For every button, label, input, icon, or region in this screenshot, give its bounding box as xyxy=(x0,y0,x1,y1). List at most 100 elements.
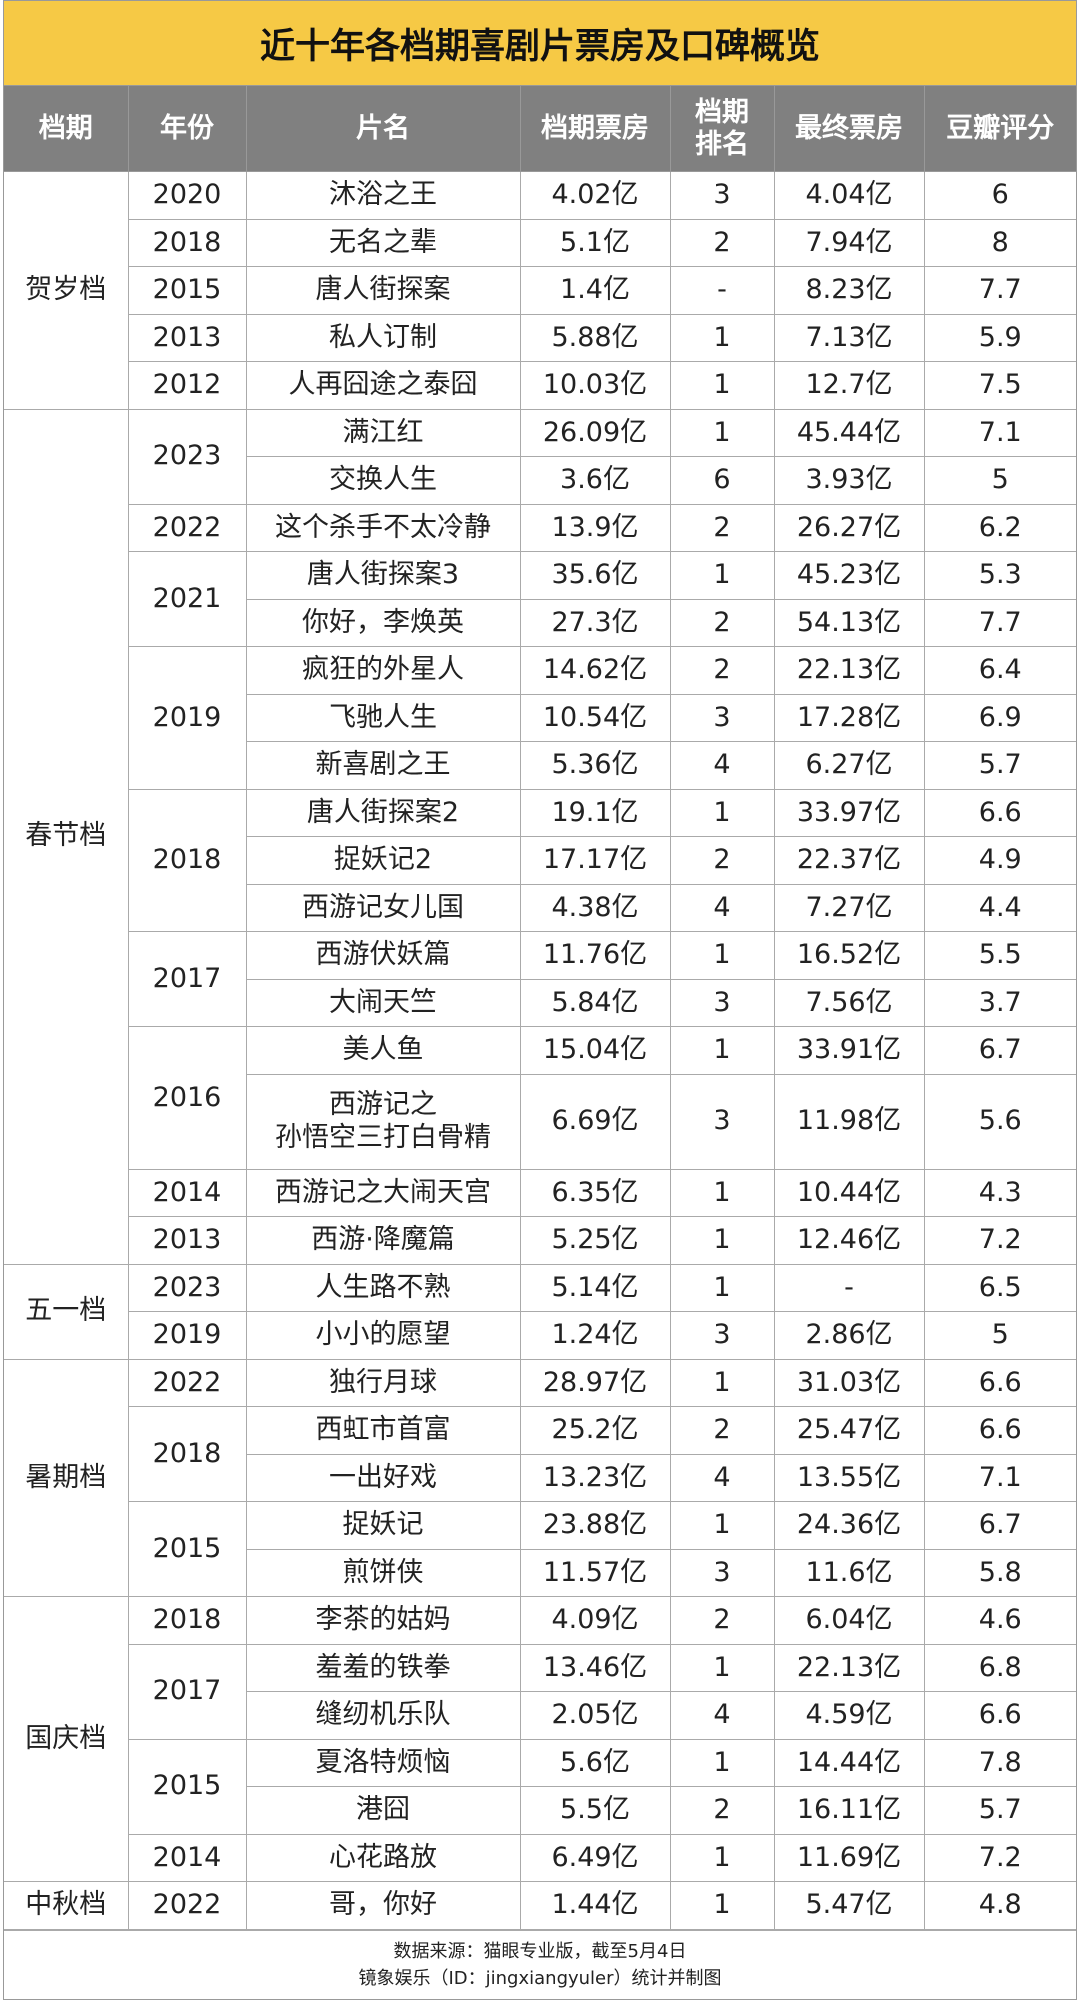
period-box-office: 4.09亿 xyxy=(519,1596,671,1645)
final-box-office: 4.04亿 xyxy=(773,171,925,220)
table-row: 飞驰人生 10.54亿 3 17.28亿 6.9 xyxy=(4,693,1076,742)
period-box-office: 10.54亿 xyxy=(519,693,671,742)
film-name: 交换人生 xyxy=(245,456,521,505)
year-cell: 2012 xyxy=(127,361,247,410)
film-name: 捉妖记2 xyxy=(245,836,521,885)
final-box-office: 6.27亿 xyxy=(773,741,925,790)
table-row: 2012 人再囧途之泰囧 10.03亿 1 12.7亿 7.5 xyxy=(4,361,1076,410)
final-box-office: 2.86亿 xyxy=(773,1311,925,1360)
table-row: 五一档 2023 人生路不熟 5.14亿 1-6.5 xyxy=(4,1263,1076,1360)
table-row: 2018 西虹市首富 25.2亿 2 25.47亿 6.6 xyxy=(4,1406,1076,1502)
table-row: 2013 西游·降魔篇 5.25亿 1 12.46亿 7.2 xyxy=(4,1216,1076,1265)
period-rank: - xyxy=(669,266,775,315)
film-name: 飞驰人生 xyxy=(245,693,521,742)
period-box-office: 17.17亿 xyxy=(519,836,671,885)
header-cell: 档期票房 xyxy=(519,86,671,172)
film-name: 人生路不熟 xyxy=(245,1263,521,1312)
film-name: 西游记之大闹天宫 xyxy=(245,1168,521,1217)
table-row: 2018 无名之辈 5.1亿 2 7.94亿 8 xyxy=(4,218,1076,267)
film-name: 独行月球 xyxy=(245,1358,521,1407)
douban-score: 4.6 xyxy=(923,1596,1076,1645)
period-rank: 4 xyxy=(669,1453,775,1502)
period-rank: 3 xyxy=(669,1311,775,1360)
douban-score: 5 xyxy=(923,456,1076,505)
table-row: 2014 西游记之大闹天宫 6.35亿 1 10.44亿 4.3 xyxy=(4,1168,1076,1217)
year-cell: 2017 xyxy=(127,931,247,1027)
period-box-office: 5.5亿 xyxy=(519,1786,671,1835)
period-rank: 2 xyxy=(669,1786,775,1835)
period-box-office: 19.1亿 xyxy=(519,788,671,837)
table-row: 国庆档 2018 李茶的姑妈 4.09亿 2 6.04亿 4.6 xyxy=(4,1596,1076,1882)
douban-score: 7.8 xyxy=(923,1738,1076,1787)
final-box-office: 3.93亿 xyxy=(773,456,925,505)
douban-score: 6.6 xyxy=(923,788,1076,837)
film-name: 西游记之 孙悟空三打白骨精 xyxy=(245,1073,521,1170)
film-name: 沐浴之王 xyxy=(245,171,521,220)
period-rank: 3 xyxy=(669,693,775,742)
douban-score: 7.1 xyxy=(923,408,1076,457)
final-box-office: 12.7亿 xyxy=(773,361,925,410)
final-box-office: 10.44亿 xyxy=(773,1168,925,1217)
table-row: 2022 这个杀手不太冷静 13.9亿 2 26.27亿 6.2 xyxy=(4,503,1076,552)
year-cell: 2020 xyxy=(127,171,247,220)
year-cell: 2018 xyxy=(127,788,247,932)
douban-score: 6.5 xyxy=(923,1263,1076,1312)
year-cell: 2016 xyxy=(127,1026,247,1170)
year-cell: 2013 xyxy=(127,1216,247,1265)
year-cell: 2017 xyxy=(127,1643,247,1740)
period-box-office: 11.57亿 xyxy=(519,1548,671,1597)
period-rank: 2 xyxy=(669,646,775,695)
period-rank: 1 xyxy=(669,408,775,457)
period-rank: 1 xyxy=(669,1263,775,1312)
period-rank: 1 xyxy=(669,1358,775,1407)
period-rank: 3 xyxy=(669,171,775,220)
table-row: 2016 美人鱼 15.04亿 1 33.91亿 6.7 xyxy=(4,1026,1076,1170)
final-box-office: 25.47亿 xyxy=(773,1406,925,1455)
period-rank: 1 xyxy=(669,551,775,600)
period-box-office: 4.38亿 xyxy=(519,883,671,932)
period-cell: 国庆档 xyxy=(4,1596,129,1882)
film-name: 满江红 xyxy=(245,408,521,457)
period-cell: 贺岁档 xyxy=(4,171,129,410)
douban-score: 7.2 xyxy=(923,1833,1076,1882)
douban-score: 6.4 xyxy=(923,646,1076,695)
period-cell: 春节档 xyxy=(4,408,129,1265)
douban-score: 6.7 xyxy=(923,1501,1076,1550)
period-rank: 4 xyxy=(669,1691,775,1740)
douban-score: 5.7 xyxy=(923,741,1076,790)
final-box-office: 6.04亿 xyxy=(773,1596,925,1645)
douban-score: 6.9 xyxy=(923,693,1076,742)
final-box-office: 16.11亿 xyxy=(773,1786,925,1835)
final-box-office: 22.37亿 xyxy=(773,836,925,885)
period-box-office: 6.35亿 xyxy=(519,1168,671,1217)
table-body: 贺岁档 2020 沐浴之王 4.02亿 3 4.04亿 6 2018 无名之辈 5.1亿 2 7.94… xyxy=(4,171,1076,1930)
final-box-office: 16.52亿 xyxy=(773,931,925,980)
footer-line: 数据来源：猫眼专业版，截至5月4日 xyxy=(393,1940,687,1962)
header-cell: 档期 排名 xyxy=(669,86,775,172)
header-cell: 最终票房 xyxy=(773,86,925,172)
douban-score: 4.8 xyxy=(923,1881,1076,1930)
table-row: 2019 疯狂的外星人 14.62亿 2 22.13亿 6.4 xyxy=(4,646,1076,790)
final-box-office: 45.23亿 xyxy=(773,551,925,600)
year-cell: 2023 xyxy=(127,408,247,505)
period-box-office: 5.88亿 xyxy=(519,313,671,362)
douban-score: 5.6 xyxy=(923,1073,1076,1170)
table: 档期 年份 片名 档期票房 档期 排名 最终票房 豆瓣评分 贺岁档 2020 沐浴之王 4.02亿… xyxy=(4,86,1076,1930)
film-name: 疯狂的外星人 xyxy=(245,646,521,695)
year-cell: 2018 xyxy=(127,1406,247,1502)
year-cell: 2022 xyxy=(127,1881,247,1930)
period-box-office: 26.09亿 xyxy=(519,408,671,457)
period-box-office: 28.97亿 xyxy=(519,1358,671,1407)
period-rank: 4 xyxy=(669,883,775,932)
film-name: 西游·降魔篇 xyxy=(245,1216,521,1265)
final-box-office: - xyxy=(773,1263,925,1312)
table-row: 捉妖记2 17.17亿 2 22.37亿 4.9 xyxy=(4,836,1076,885)
film-name: 无名之辈 xyxy=(245,218,521,267)
year-cell: 2022 xyxy=(127,1358,247,1407)
douban-score: 6.7 xyxy=(923,1026,1076,1075)
final-box-office: 7.56亿 xyxy=(773,978,925,1027)
header-cell: 片名 xyxy=(245,86,521,172)
film-name: 羞羞的铁拳 xyxy=(245,1643,521,1692)
period-rank: 1 xyxy=(669,1168,775,1217)
year-cell: 2013 xyxy=(127,313,247,362)
